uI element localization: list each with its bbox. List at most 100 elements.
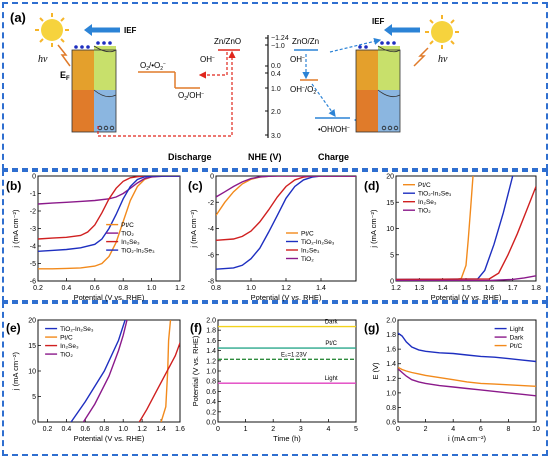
y-tick-label-d: 15	[386, 200, 394, 207]
semiconductor-left	[71, 41, 117, 133]
panel-label-f: (f)	[190, 321, 202, 335]
y-tick-label-f: 2.0	[206, 318, 216, 325]
chart-g: (g) 0 2 4 6 8 10 0.6 0.8 1.0 1.2 1.4 1.6 1.8 2.0 i (mA …	[364, 318, 540, 444]
y-tick-label-b: -2	[30, 209, 36, 216]
series-line-e	[70, 320, 126, 422]
legend-entry-b: TiO₂-In₂Se₃	[121, 248, 155, 255]
x-tick-label-g: 2	[424, 426, 428, 433]
x-tick-label-f: 1	[244, 426, 248, 433]
y-tick-label-g: 1.6	[386, 347, 396, 354]
panel-label-e: (e)	[6, 321, 21, 335]
x-tick-label-g: 6	[479, 426, 483, 433]
x-axis-label-b: Potential (V vs. RHE)	[74, 293, 145, 302]
chart-b: (b) 0.2 0.4 0.6 0.8 1.0 1.2 0 -1 -2 -3 -4 -5 -6 Potent…	[6, 174, 185, 303]
y-tick-label-d: 0	[390, 279, 394, 286]
legend-entry-c: Pt/C	[301, 231, 314, 238]
x-tick-label-d: 1.8	[531, 285, 541, 292]
y-tick-label-f: 0.8	[206, 379, 216, 386]
x-tick-label-c: 1.0	[246, 285, 256, 292]
y-axis-label-c: j (mA cm⁻²)	[189, 209, 198, 249]
nhe-axis-label: NHE (V)	[248, 152, 282, 162]
y-tick-label-g: 1.8	[386, 332, 396, 339]
x-tick-label-e: 0.8	[99, 426, 109, 433]
legend-entry-d: TiO₂	[418, 208, 431, 215]
chart-f: (f) 0 1 2 3 4 5 0.0 0.2 0.4 0.6 0.8 1.0 1.2 1.4 1.6 1.8 2…	[190, 318, 358, 444]
sun-icon-right	[425, 15, 459, 49]
y-axis-label-b: j (mA cm⁻²)	[11, 209, 20, 249]
oh-minus-right-label: OH−	[290, 55, 305, 64]
x-tick-label-f: 5	[354, 426, 358, 433]
oh-minus-left-label: OH−	[200, 55, 215, 64]
x-tick-label-d: 1.4	[438, 285, 448, 292]
y-tick-label-g: 1.0	[386, 390, 396, 397]
x-tick-label-e: 1.4	[156, 426, 166, 433]
panel-a-label: (a)	[10, 10, 26, 25]
x-axis-label-e: Potential (V vs. RHE)	[74, 434, 145, 443]
x-tick-label-g: 4	[451, 426, 455, 433]
x-tick-label-d: 1.3	[414, 285, 424, 292]
chart-d: (d) 1.2 1.3 1.4 1.5 1.6 1.7 1.8 0 5 10 15 20 Potentia…	[364, 174, 541, 303]
y-tick-label-b: -1	[30, 191, 36, 198]
legend-entry-d: Pt/C	[418, 182, 431, 189]
y-axis-label-g: E (V)	[371, 362, 380, 380]
panel-label-g: (g)	[364, 321, 379, 335]
y-tick-label-b: -3	[30, 226, 36, 233]
x-tick-label-d: 1.7	[508, 285, 518, 292]
hv-left-label: hv	[38, 54, 48, 65]
x-tick-label-e: 1.6	[175, 426, 185, 433]
legend-entry-c: TiO₂-In₂Se₃	[301, 239, 335, 246]
y-tick-label-c: -4	[208, 226, 214, 233]
series-line-b	[38, 176, 180, 205]
y-tick-label-g: 1.4	[386, 361, 396, 368]
series-line-d	[396, 186, 536, 281]
x-tick-label-f: 4	[326, 426, 330, 433]
y-tick-label-c: -6	[208, 252, 214, 259]
o2-superoxide-label: O2/•O2−	[140, 61, 166, 72]
series-line-b	[38, 176, 180, 252]
y-tick-label-g: 2.0	[386, 318, 396, 325]
y-tick-label-f: 1.4	[206, 348, 216, 355]
x-axis-label-c: Potential (V vs. RHE)	[251, 293, 322, 302]
x-tick-label-f: 2	[271, 426, 275, 433]
series-line-b	[38, 176, 180, 270]
x-tick-label-d: 1.2	[391, 285, 401, 292]
chart-c: (c) 0.8 1.0 1.2 1.4 0 -2 -4 -6 -8 Potential (V vs.…	[188, 174, 357, 302]
series-line-e	[160, 320, 172, 422]
series-line-c	[216, 176, 356, 270]
x-tick-label-c: 0.8	[211, 285, 221, 292]
y-tick-label-c: 0	[210, 174, 214, 181]
y-axis-label-d: j (mA cm⁻²)	[369, 209, 378, 249]
y-tick-label-f: 0.6	[206, 389, 216, 396]
series-group-c	[216, 176, 356, 270]
legend-entry-g: Dark	[510, 335, 524, 342]
nhe-tick-04: 0.4	[271, 71, 281, 78]
legend-entry-d: In₂Se₃	[418, 199, 437, 206]
x-axis-label-g: i (mA cm⁻²)	[448, 434, 487, 443]
panel-label-c: (c)	[188, 179, 203, 193]
legend-entry-g: Light	[510, 326, 524, 333]
series-line-e	[138, 342, 180, 422]
y-tick-label-g: 0.6	[386, 420, 396, 427]
legend-entry-g: Pt/C	[510, 343, 523, 350]
series-line-c	[216, 176, 356, 241]
oh-o2-right-label: OH−/O2	[290, 85, 316, 96]
plot-area-c	[215, 175, 357, 282]
x-tick-label-b: 0.2	[33, 285, 43, 292]
series-line-d	[396, 275, 536, 281]
x-tick-label-b: 1.0	[147, 285, 157, 292]
x-tick-label-f: 0	[216, 426, 220, 433]
x-tick-label-d: 1.6	[484, 285, 494, 292]
y-tick-label-f: 1.6	[206, 338, 216, 345]
legend-entry-b: Pt/C	[121, 222, 134, 229]
legend-entry-b: TiO₂	[121, 231, 134, 238]
legend-entry-e: Pt/C	[60, 335, 73, 342]
nhe-tick-neg10: −1.0	[271, 43, 285, 50]
series-line-c	[216, 176, 356, 216]
x-axis-label-f: Time (h)	[273, 434, 301, 443]
series-group-f	[218, 325, 356, 384]
series-group-b	[38, 176, 180, 270]
annotation-f: E₀=1.23V	[281, 352, 307, 358]
y-tick-label-f: 0.4	[206, 399, 216, 406]
y-tick-label-f: 1.0	[206, 369, 216, 376]
